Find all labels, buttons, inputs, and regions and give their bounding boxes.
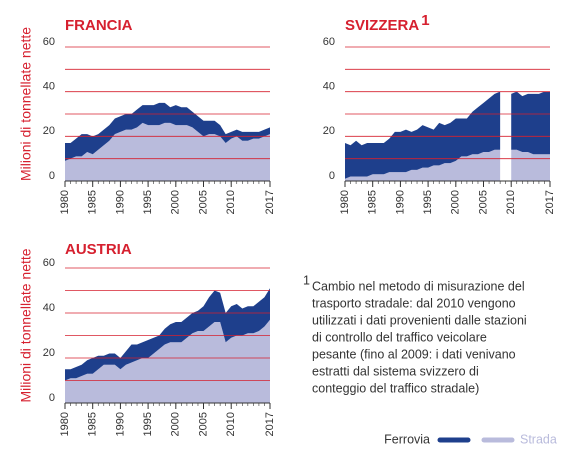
area-strada: [345, 149, 550, 181]
y-tick-label: 20: [323, 125, 335, 137]
x-tick-label: 1985: [87, 412, 99, 436]
legend-label: Strada: [520, 432, 557, 446]
y-axis-label: Milioni di tonnellate nette: [18, 27, 34, 181]
y-tick-label: 40: [43, 81, 55, 93]
y-tick-label: 0: [329, 170, 335, 182]
y-tick-label: 60: [323, 36, 335, 48]
y-tick-label: 20: [43, 347, 55, 359]
footnote-line: utilizzati i dati provenienti dalle staz…: [312, 313, 527, 327]
y-tick-label: 40: [323, 81, 335, 93]
footnote-line: conteggio del traffico stradale): [312, 381, 479, 395]
footnote-marker: 1: [303, 273, 310, 287]
legend-label: Ferrovia: [384, 432, 430, 446]
x-tick-label: 1995: [422, 190, 434, 214]
x-tick-label: 2010: [225, 190, 237, 214]
y-tick-label: 0: [49, 170, 55, 182]
chart-title: FRANCIA: [65, 17, 133, 34]
x-tick-label: 1995: [142, 412, 154, 436]
x-tick-label: 2017: [264, 412, 276, 436]
x-tick-label: 1985: [87, 190, 99, 214]
x-tick-label: 2017: [264, 190, 276, 214]
y-tick-label: 60: [43, 36, 55, 48]
x-tick-label: 2005: [477, 190, 489, 214]
x-tick-label: 1985: [367, 190, 379, 214]
area-ferrovia: [65, 288, 270, 381]
y-tick-label: 0: [49, 392, 55, 404]
x-tick-label: 1990: [394, 190, 406, 214]
footnote-line: pesante (fino al 2009: i dati venivano: [312, 347, 516, 361]
x-tick-label: 2000: [170, 190, 182, 214]
title-marker: 1: [421, 12, 429, 29]
area-ferrovia: [345, 91, 550, 179]
footnote-line: trasporto stradale: dal 2010 vengono: [312, 296, 516, 310]
y-axis-label: Milioni di tonnellate nette: [18, 248, 34, 402]
x-tick-label: 2010: [225, 412, 237, 436]
area-strada: [65, 122, 270, 181]
x-tick-label: 1990: [114, 412, 126, 436]
x-tick-label: 1995: [142, 190, 154, 214]
x-tick-label: 2010: [505, 190, 517, 214]
y-tick-label: 40: [43, 302, 55, 314]
x-tick-label: 2005: [197, 190, 209, 214]
y-tick-label: 20: [43, 125, 55, 137]
chart-title: SVIZZERA: [345, 17, 419, 34]
footnote-line: estratti dal sistema svizzero di: [312, 364, 479, 378]
x-tick-label: 2000: [450, 190, 462, 214]
area-ferrovia: [65, 102, 270, 161]
x-tick-label: 2017: [544, 190, 556, 214]
x-tick-label: 2000: [170, 412, 182, 436]
area-strada: [65, 319, 270, 403]
footnote-line: di controllo del traffico veicolare: [312, 330, 487, 344]
x-tick-label: 1980: [59, 190, 71, 214]
x-tick-label: 1980: [339, 190, 351, 214]
y-tick-label: 60: [43, 257, 55, 269]
x-tick-label: 1980: [59, 412, 71, 436]
footnote-line: Cambio nel metodo di misurazione del: [312, 279, 525, 293]
x-tick-label: 1990: [114, 190, 126, 214]
chart-title: AUSTRIA: [65, 241, 132, 258]
x-tick-label: 2005: [197, 412, 209, 436]
